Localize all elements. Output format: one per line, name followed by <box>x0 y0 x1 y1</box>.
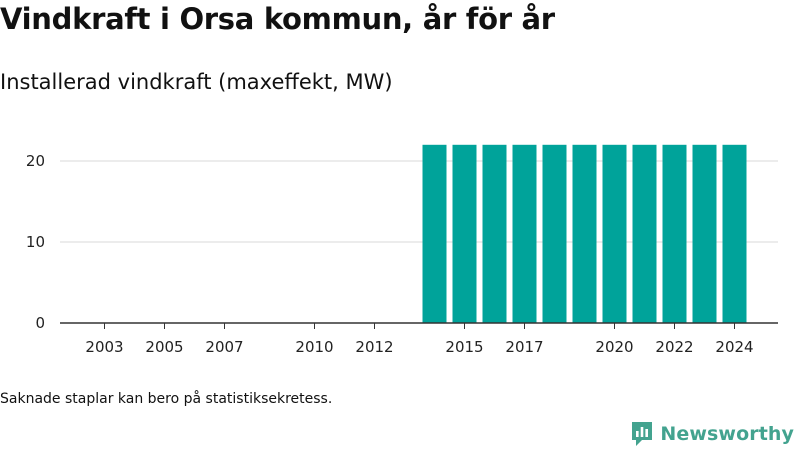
chart-subtitle: Installerad vindkraft (maxeffekt, MW) <box>0 70 393 94</box>
bar <box>542 144 567 323</box>
newsworthy-brand[interactable]: Newsworthy <box>630 420 794 448</box>
brand-name: Newsworthy <box>660 423 794 445</box>
bar <box>722 144 747 323</box>
x-tick-label: 2015 <box>445 338 483 356</box>
y-tick-label: 10 <box>26 233 45 251</box>
bar <box>692 144 717 323</box>
newsworthy-logo-icon <box>632 422 653 446</box>
x-tick-label: 2010 <box>295 338 333 356</box>
x-tick-label: 2022 <box>655 338 693 356</box>
bar <box>422 144 447 323</box>
footnote: Saknade staplar kan bero på statistiksek… <box>0 391 333 407</box>
x-tick-label: 2012 <box>355 338 393 356</box>
y-tick-label: 20 <box>26 152 45 170</box>
x-tick-label: 2007 <box>205 338 243 356</box>
bar <box>602 144 627 323</box>
y-tick-label: 0 <box>35 314 45 332</box>
x-tick-label: 2024 <box>715 338 753 356</box>
x-tick-label: 2005 <box>145 338 183 356</box>
chart-title: Vindkraft i Orsa kommun, år för år <box>0 2 555 36</box>
x-tick-label: 2017 <box>505 338 543 356</box>
bar <box>482 144 507 323</box>
x-tick-label: 2003 <box>85 338 123 356</box>
x-tick-label: 2020 <box>595 338 633 356</box>
bar <box>452 144 477 323</box>
bar <box>632 144 657 323</box>
bar <box>662 144 687 323</box>
bar <box>572 144 597 323</box>
bar <box>512 144 537 323</box>
